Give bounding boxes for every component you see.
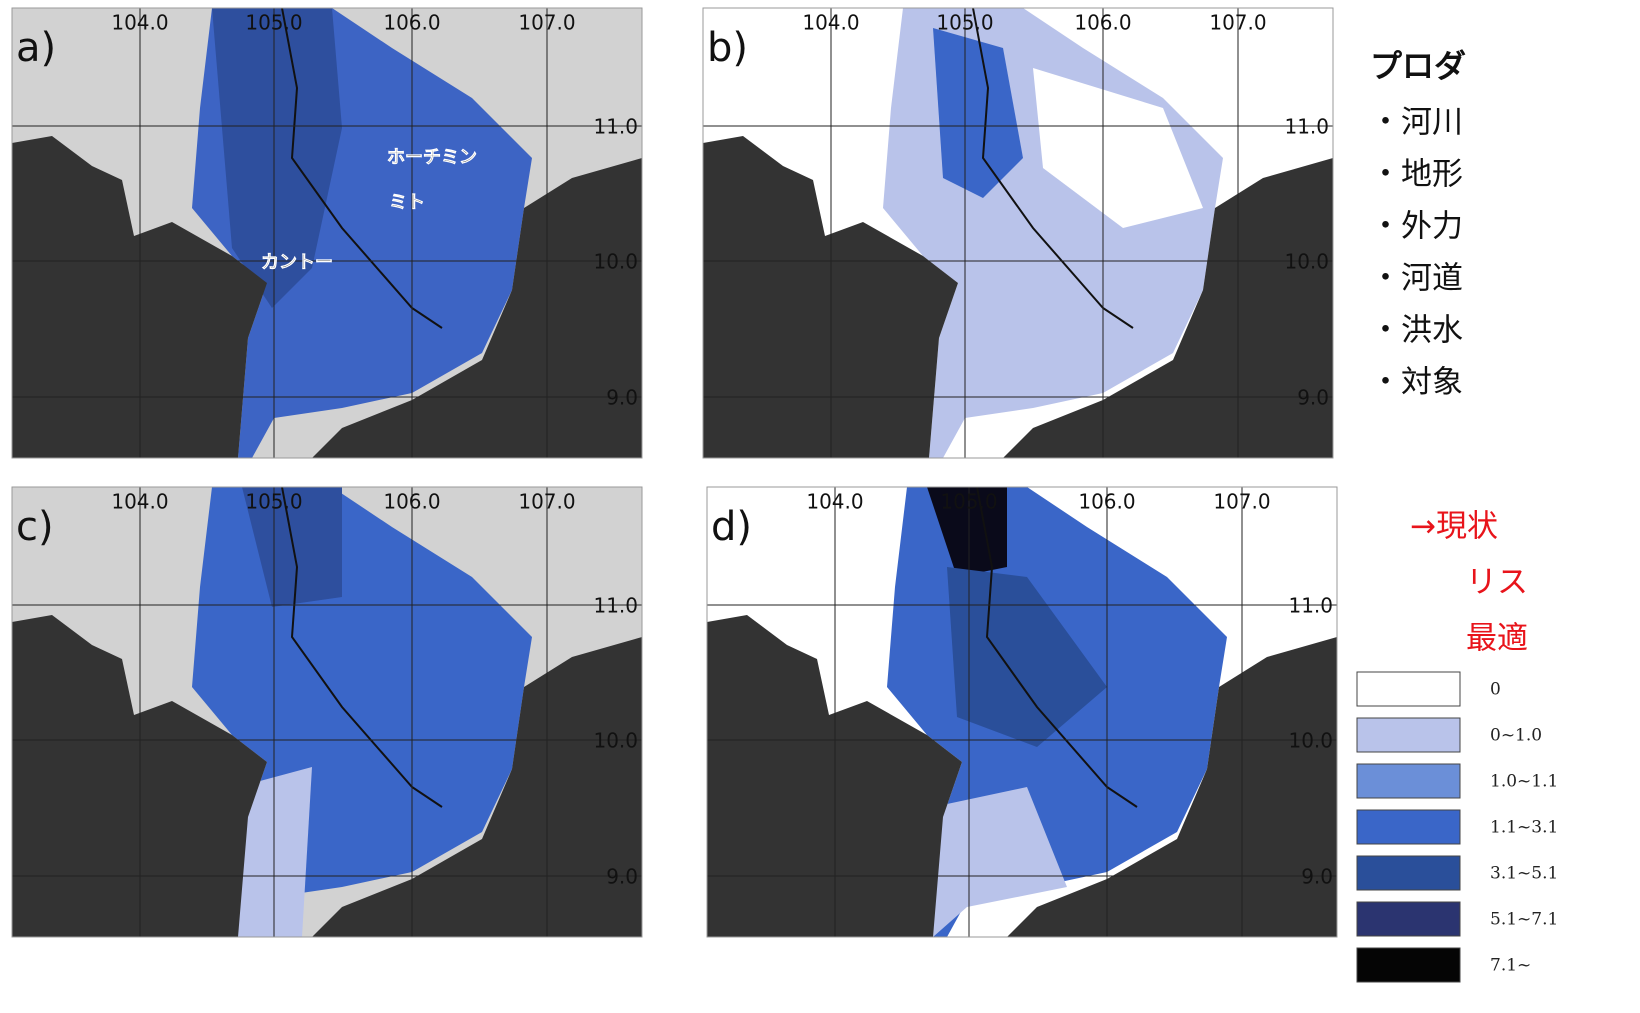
latitude-label: 9.0 <box>606 865 638 889</box>
longitude-label: 106.0 <box>383 490 440 514</box>
legend-label: 3.1~5.1 <box>1490 864 1558 884</box>
legend-label: 1.0~1.1 <box>1490 772 1558 792</box>
conclusion-line: リス <box>1466 565 1528 601</box>
longitude-label: 106.0 <box>383 11 440 35</box>
legend-swatch <box>1357 902 1460 936</box>
page: {"panels": [ {"label": "a)", "lon_labels… <box>0 0 1640 1013</box>
longitude-label: 107.0 <box>518 490 575 514</box>
legend-label: 5.1~7.1 <box>1490 910 1558 930</box>
panel-label: c) <box>16 504 54 550</box>
place-name: カントー <box>261 252 333 273</box>
legend-swatch <box>1357 672 1460 706</box>
legend-swatch <box>1357 856 1460 890</box>
latitude-label: 10.0 <box>593 250 638 274</box>
latitude-label: 10.0 <box>1288 729 1333 753</box>
longitude-label: 105.0 <box>245 11 302 35</box>
note-bullet: ・対象 <box>1370 365 1463 401</box>
place-name: ミト <box>389 192 425 213</box>
latitude-label: 9.0 <box>606 386 638 410</box>
longitude-label: 106.0 <box>1078 490 1135 514</box>
note-bullet: ・河川 <box>1370 105 1463 141</box>
legend-label: 0~1.0 <box>1490 726 1542 746</box>
legend-label: 1.1~3.1 <box>1490 818 1558 838</box>
latitude-label: 11.0 <box>1284 115 1329 139</box>
map-panel: a) 104.0 105.0 106.0 107.0 11.0 10.0 9.0 ホーチミンミト… <box>12 8 642 458</box>
longitude-label: 107.0 <box>518 11 575 35</box>
longitude-label: 104.0 <box>806 490 863 514</box>
legend-label: 7.1~ <box>1490 956 1531 976</box>
legend-swatch <box>1357 718 1460 752</box>
notes-heading: プロダ <box>1370 47 1466 85</box>
note-bullet: ・洪水 <box>1370 313 1463 349</box>
longitude-label: 105.0 <box>936 11 993 35</box>
longitude-label: 104.0 <box>111 490 168 514</box>
legend-label: 0 <box>1490 680 1501 700</box>
slide: a) 104.0 105.0 106.0 107.0 11.0 10.0 9.0 ホーチミンミト… <box>0 0 1640 1013</box>
latitude-label: 10.0 <box>593 729 638 753</box>
conclusion-line: 最適 <box>1466 621 1528 657</box>
latitude-label: 9.0 <box>1297 386 1329 410</box>
map-panel: b) 104.0 105.0 106.0 107.0 11.0 10.0 9.0 <box>703 8 1333 458</box>
map-panel: d) 104.0 105.0 106.0 107.0 11.0 10.0 9.0 <box>707 487 1337 937</box>
latitude-label: 11.0 <box>593 594 638 618</box>
legend-swatch <box>1357 764 1460 798</box>
note-bullet: ・地形 <box>1370 157 1463 193</box>
legend-swatch <box>1357 810 1460 844</box>
longitude-label: 107.0 <box>1209 11 1266 35</box>
note-bullet: ・河道 <box>1370 261 1463 297</box>
latitude-label: 10.0 <box>1284 250 1329 274</box>
longitude-label: 104.0 <box>802 11 859 35</box>
longitude-label: 107.0 <box>1213 490 1270 514</box>
place-name: ホーチミン <box>387 147 477 168</box>
map-panel: c) 104.0 105.0 106.0 107.0 11.0 10.0 9.0 <box>12 487 642 937</box>
note-bullet: ・外力 <box>1370 209 1463 245</box>
panel-label: a) <box>16 25 56 71</box>
longitude-label: 106.0 <box>1074 11 1131 35</box>
legend-swatch <box>1357 948 1460 982</box>
longitude-label: 105.0 <box>940 490 997 514</box>
panel-label: d) <box>711 504 752 550</box>
latitude-label: 11.0 <box>593 115 638 139</box>
conclusion-line: →現状 <box>1410 509 1498 545</box>
latitude-label: 11.0 <box>1288 594 1333 618</box>
longitude-label: 104.0 <box>111 11 168 35</box>
panel-label: b) <box>707 25 748 71</box>
latitude-label: 9.0 <box>1301 865 1333 889</box>
longitude-label: 105.0 <box>245 490 302 514</box>
